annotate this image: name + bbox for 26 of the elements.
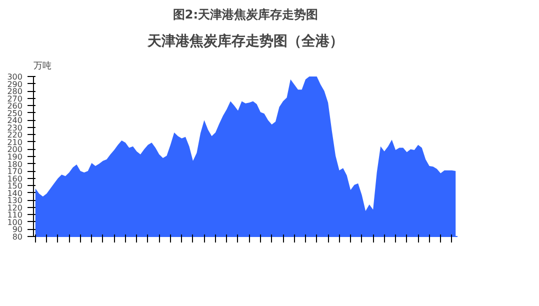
y-tick-label: 100 (7, 218, 23, 227)
y-tick-label: 300 (7, 72, 23, 82)
y-tick-label: 230 (7, 123, 23, 132)
y-tick-label: 250 (7, 108, 23, 118)
y-tick-label: 160 (7, 174, 23, 184)
y-tick-label: 290 (7, 80, 23, 89)
chart-title: 图2:天津港焦炭库存走势图 (172, 8, 318, 22)
y-tick-label: 210 (7, 138, 23, 147)
y-tick-label: 140 (7, 188, 23, 198)
y-tick-label: 260 (7, 102, 23, 111)
y-tick-label: 170 (7, 167, 23, 176)
y-axis-title: 万吨 (34, 60, 52, 72)
y-tick-label: 130 (7, 196, 23, 206)
y-tick-label: 80 (12, 232, 23, 242)
y-tick-label: 180 (7, 160, 23, 169)
y-tick-label: 120 (7, 203, 23, 212)
y-tick-label: 190 (7, 152, 23, 162)
y-tick-label: 200 (7, 145, 23, 154)
y-tick-label: 240 (7, 116, 23, 126)
y-tick-label: 110 (7, 210, 23, 220)
y-tick-label: 280 (7, 87, 23, 96)
y-tick-label: 90 (12, 225, 23, 234)
y-tick-label: 270 (7, 94, 23, 104)
y-tick-label: 220 (7, 130, 23, 140)
chart-subtitle: 天津港焦炭库存走势图（全港） (146, 32, 344, 50)
y-tick-label: 150 (7, 182, 23, 191)
